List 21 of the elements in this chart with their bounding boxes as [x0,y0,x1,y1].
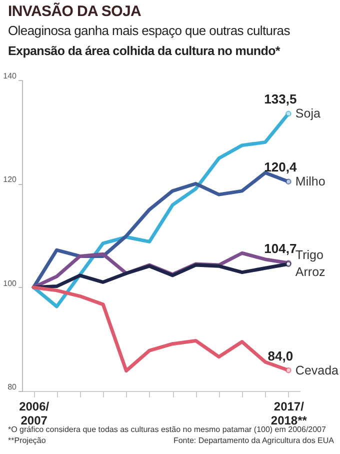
data-label: 84,0 [268,348,294,364]
y-tick-label: 120 [3,175,18,184]
series-label: Soja [295,106,320,121]
source-note: Fonte: Departamento da Agricultura dos EUA [173,435,334,446]
text: **Projeção [8,436,46,445]
text: *O gráfico considera que todas as culturas estão no mesmo patamar (100) em 2006/2007 [8,425,327,435]
x-tick-label: 2006/ 2007 [19,400,50,428]
series-label: Arroz [295,265,326,280]
y-tick-label: 80 [8,382,18,392]
series-label: Trigo [295,248,324,262]
chart-subtitle: Oleaginosa ganha mais espaço que outras culturas [8,23,290,38]
series-label: Milho [295,174,326,189]
y-axis-title: Expansão da área colhida da cultura no mundo* [8,44,282,58]
x-tick-label: 2017/ 2018** [270,400,308,428]
y-tick-label: 100 [3,278,18,288]
series-label: Cevada [295,363,339,378]
data-label: 133,5 [264,92,297,107]
y-tick-label: 140 [3,72,18,80]
data-label: 120,4 [264,160,298,175]
data-label: 104,7 [264,240,297,256]
chart-title: INVASÃO DA SOJA [8,3,142,20]
